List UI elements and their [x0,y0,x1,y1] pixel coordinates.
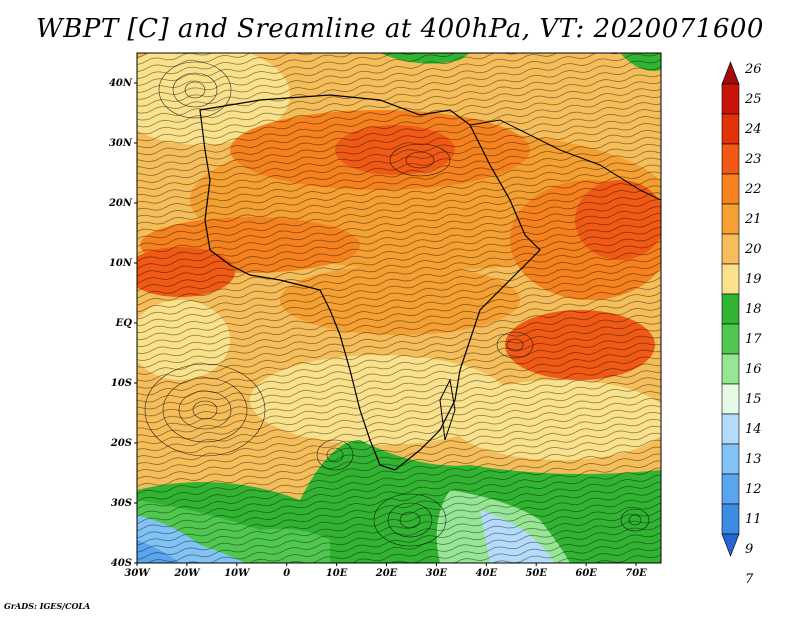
colorbar-label: 24 [744,122,762,137]
longitude-labels: 30W 20W 10W 0 10E 20E 30E 40E 50E 60E 70E [124,563,647,579]
coastline [199,94,541,471]
colorbar-swatch [721,83,740,115]
colorbar-label: 14 [745,422,762,437]
lon-tick-label: 10E [326,568,348,579]
lat-tick-label: EQ [115,318,133,329]
lon-tick-label: 70E [625,568,647,579]
map-title: WBPT [C] and Sreamline at 400hPa, VT: 20… [36,14,764,44]
colorbar-label: 20 [744,242,762,257]
lat-tick-label: 40N [109,78,133,89]
colorbar-swatch [721,473,740,505]
colorbar-label: 18 [745,302,762,317]
colorbar-label: 9 [745,542,753,557]
wbpt-field [137,53,661,563]
colorbar-swatch [721,173,740,205]
credit-text: GrADS: IGES/COLA [4,601,91,611]
colorbar-swatch [721,263,740,295]
colorbar-swatch [721,233,740,265]
lon-tick-label: 50E [525,568,547,579]
lon-tick-label: 10W [224,568,251,579]
colorbar: 26 25 24 23 22 21 20 19 18 17 16 15 14 13 12 11 9 7 [721,61,762,587]
lat-tick-label: 20N [108,198,133,209]
colorbar-label: 11 [745,512,762,527]
colorbar-label: 16 [745,362,762,377]
colorbar-swatch [721,533,740,557]
colorbar-swatch [721,323,740,355]
colorbar-swatch [721,443,740,475]
lat-tick-label: 40S [111,558,132,569]
colorbar-label: 26 [744,62,762,77]
lat-tick-label: 30S [111,498,132,509]
lat-tick-label: 20S [110,438,132,449]
colorbar-label: 22 [744,182,762,197]
colorbar-label: 7 [745,572,754,587]
colorbar-label: 15 [745,392,762,407]
lon-tick-label: 20W [173,568,201,579]
colorbar-label: 25 [744,92,762,107]
lat-tick-label: 10N [109,258,133,269]
lon-tick-label: 60E [575,568,597,579]
colorbar-label: 17 [745,332,762,347]
lat-tick-label: 30N [109,138,133,149]
colorbar-swatch [721,383,740,415]
colorbar-swatch [721,143,740,175]
lon-tick-label: 30E [426,568,448,579]
lon-tick-label: 20E [375,568,398,579]
colorbar-label: 13 [745,452,762,467]
colorbar-label: 23 [744,152,762,167]
colorbar-swatch [721,113,740,145]
colorbar-swatch [721,293,740,325]
colorbar-swatch [721,503,740,535]
colorbar-swatch [721,203,740,235]
colorbar-label: 19 [745,272,762,287]
lon-tick-label: 0 [283,568,290,579]
latitude-labels: 40N 30N 20N 10N EQ 10S 20S 30S 40S [108,78,137,569]
colorbar-label: 21 [744,212,762,227]
colorbar-label: 12 [745,482,762,497]
lon-tick-label: 30W [124,568,151,579]
colorbar-swatch [721,61,740,85]
colorbar-swatch [721,353,740,385]
colorbar-swatch [721,413,740,445]
lat-tick-label: 10S [111,378,132,389]
lon-tick-label: 40E [476,568,498,579]
